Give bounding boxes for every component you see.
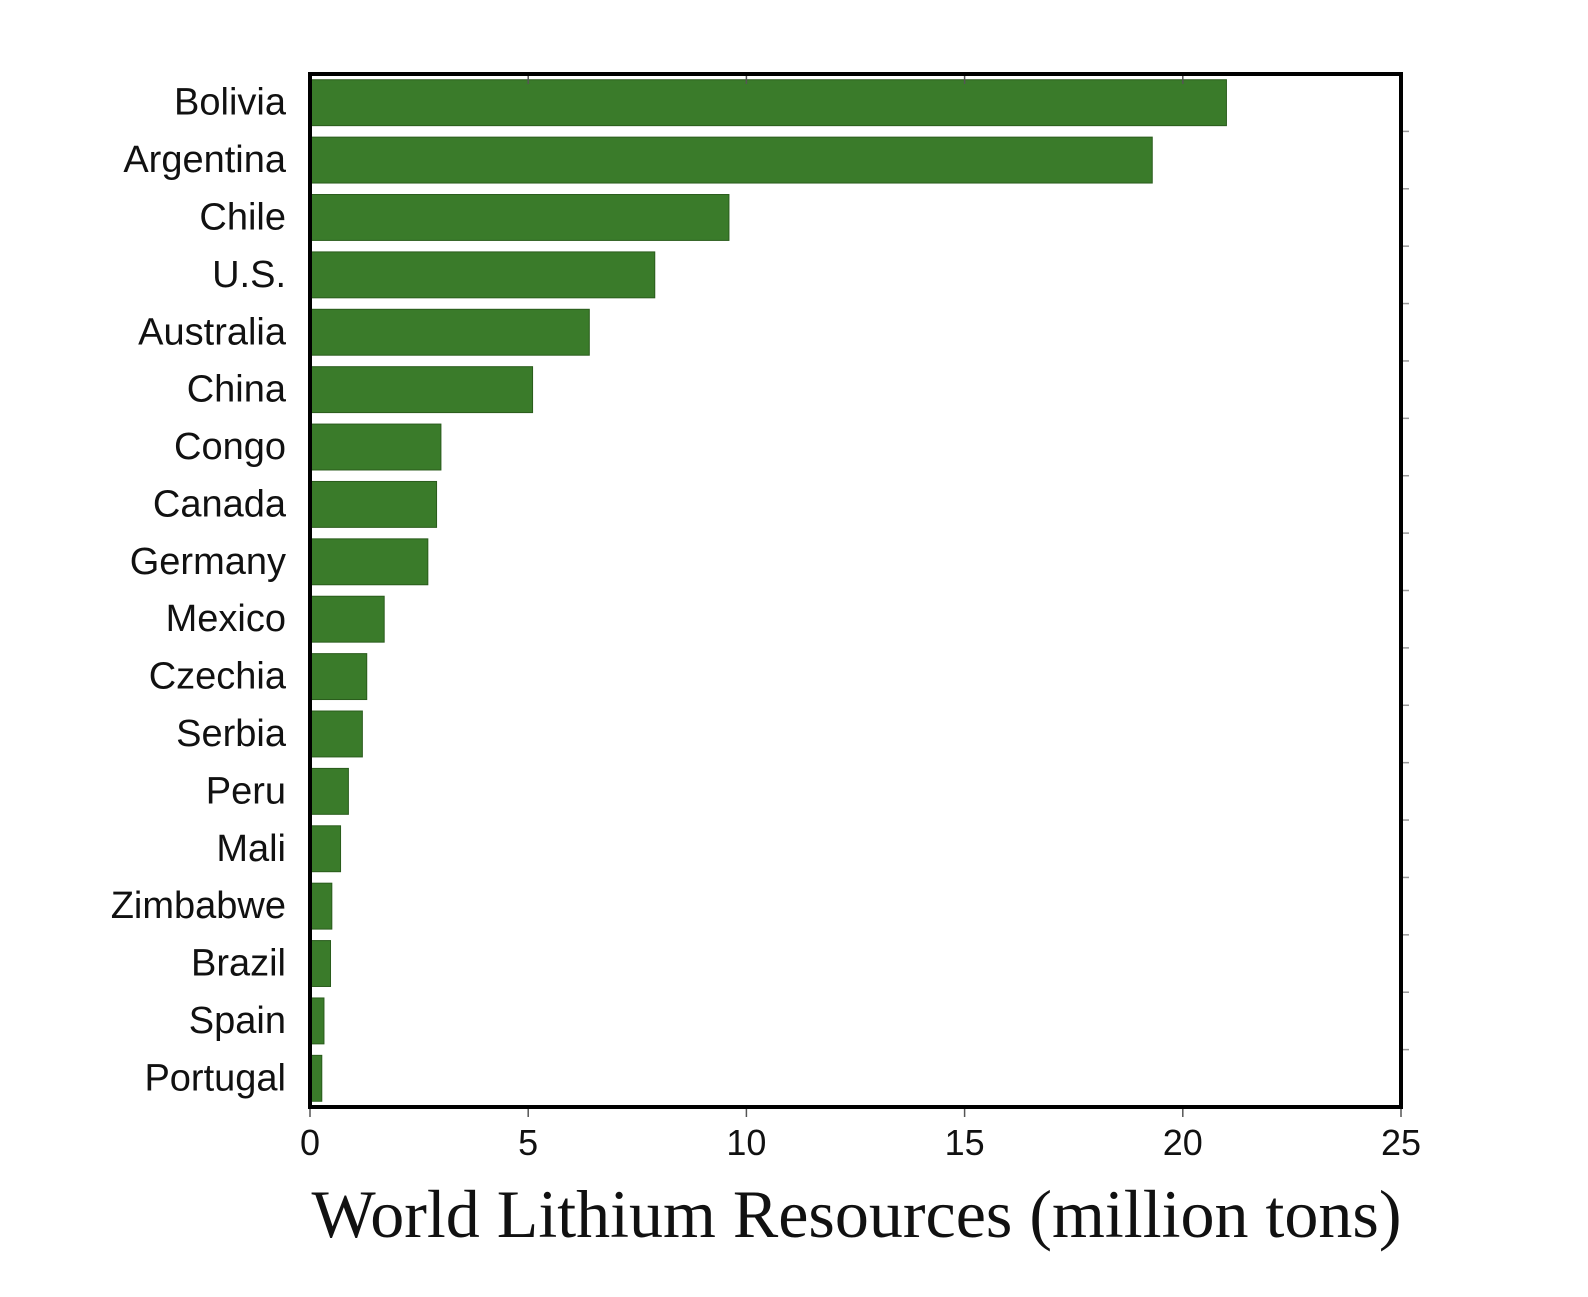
category-label: Canada bbox=[153, 483, 287, 525]
bar-germany bbox=[309, 538, 429, 586]
x-axis-label: World Lithium Resources (million tons) bbox=[312, 1176, 1402, 1252]
bar-u-s bbox=[309, 251, 656, 299]
category-label: Germany bbox=[130, 541, 286, 583]
x-tick-label: 15 bbox=[945, 1122, 985, 1163]
category-label: Congo bbox=[174, 426, 286, 468]
x-tick-label: 0 bbox=[300, 1122, 320, 1163]
category-label: Portugal bbox=[144, 1057, 286, 1099]
category-label: Peru bbox=[206, 770, 286, 812]
category-label: Australia bbox=[138, 311, 287, 353]
category-label: Mali bbox=[216, 828, 286, 870]
category-label: Zimbabwe bbox=[111, 885, 286, 927]
bar-argentina bbox=[309, 136, 1153, 184]
bar-china bbox=[309, 366, 534, 414]
bar-mexico bbox=[309, 595, 385, 643]
category-label: Mexico bbox=[166, 598, 286, 640]
plot-frame bbox=[308, 72, 1403, 1109]
bar-congo bbox=[309, 423, 442, 471]
category-label: Bolivia bbox=[174, 82, 287, 124]
category-label: U.S. bbox=[212, 254, 286, 296]
bar-australia bbox=[309, 308, 590, 356]
bar-brazil bbox=[309, 940, 332, 987]
category-label: Argentina bbox=[123, 139, 287, 181]
bar-spain bbox=[309, 997, 325, 1045]
category-label: Spain bbox=[189, 1000, 286, 1042]
category-label: Serbia bbox=[176, 713, 287, 755]
bar-zimbabwe bbox=[309, 882, 333, 930]
bar-peru bbox=[309, 767, 349, 815]
bar-czechia bbox=[309, 653, 368, 701]
bar-mali bbox=[309, 825, 342, 873]
x-tick-label: 20 bbox=[1163, 1122, 1203, 1163]
bar-serbia bbox=[309, 710, 363, 758]
labels-layer: Bolivia Argentina Chile U.S. Australia China C… bbox=[111, 82, 1421, 1163]
category-label: China bbox=[187, 369, 287, 411]
x-tick-label: 10 bbox=[726, 1122, 766, 1163]
bar-chile bbox=[309, 194, 730, 241]
bar-bolivia bbox=[309, 79, 1227, 127]
category-label: Chile bbox=[199, 196, 286, 238]
category-label: Brazil bbox=[191, 943, 286, 985]
category-label: Czechia bbox=[149, 656, 287, 698]
x-tick-label: 5 bbox=[518, 1122, 538, 1163]
bar-canada bbox=[309, 480, 438, 528]
x-tick-label: 25 bbox=[1381, 1122, 1421, 1163]
bars-layer bbox=[309, 79, 1227, 1102]
